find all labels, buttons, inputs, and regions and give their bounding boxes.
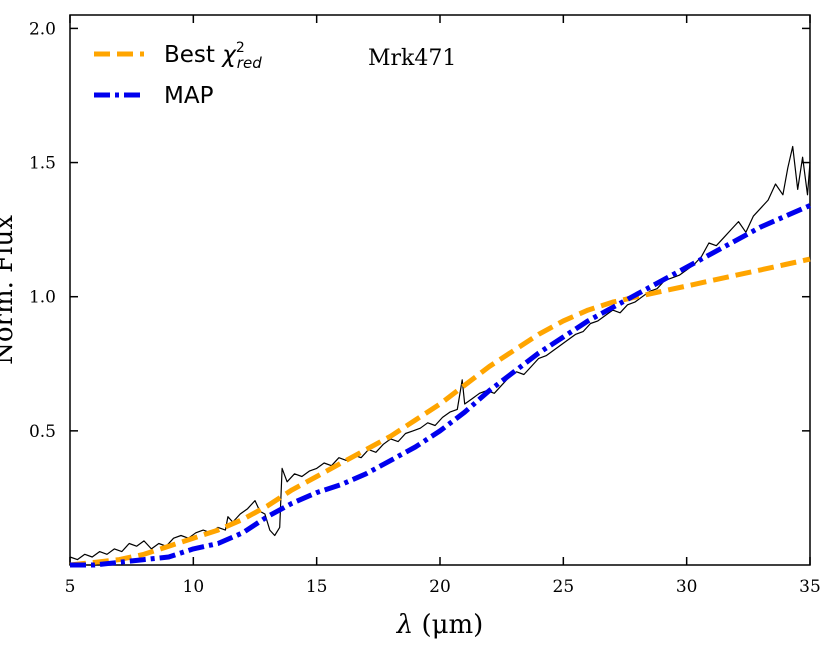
object-annotation: Mrk471 bbox=[368, 46, 456, 71]
y-axis-title: Norm. Flux bbox=[0, 215, 19, 365]
legend-label-best-chi2: Best χ2 red bbox=[164, 40, 262, 72]
legend: Best χ2 red MAP bbox=[94, 40, 262, 109]
y-tick-label-0.5: 0.5 bbox=[29, 422, 56, 442]
legend-label-map: MAP bbox=[164, 83, 214, 109]
series-line-map bbox=[70, 203, 811, 568]
x-tick-label-30: 30 bbox=[676, 577, 698, 597]
x-tick-label-10: 10 bbox=[183, 577, 205, 597]
x-axis-title: λ (μm) bbox=[396, 610, 484, 640]
x-tick-label-20: 20 bbox=[429, 577, 451, 597]
y-tick-label-1: 1.0 bbox=[29, 288, 56, 308]
x-tick-label-25: 25 bbox=[553, 577, 575, 597]
x-tick-label-5: 5 bbox=[65, 577, 76, 597]
series-line-best_chi2 bbox=[69, 256, 811, 568]
y-tick-label-2: 2.0 bbox=[29, 19, 56, 39]
series-line-observed bbox=[69, 145, 811, 561]
x-tick-label-35: 35 bbox=[799, 577, 821, 597]
x-tick-label-15: 15 bbox=[306, 577, 328, 597]
y-tick-label-1.5: 1.5 bbox=[29, 154, 56, 174]
